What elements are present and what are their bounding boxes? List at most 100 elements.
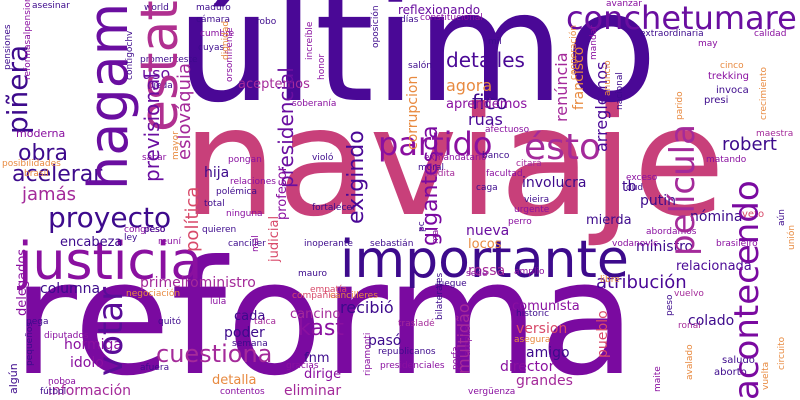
word-total: ninguna xyxy=(226,209,263,219)
word-ruas: ruas xyxy=(468,110,503,129)
word-votar: votar xyxy=(91,286,131,376)
word-republicanos: vergüenza xyxy=(468,387,516,397)
word-maduro: maduro xyxy=(196,3,231,13)
word-gracias: presidenciales xyxy=(380,361,445,371)
word-facultad: facultad xyxy=(486,169,523,179)
word-involucra: involucra xyxy=(522,175,587,191)
word-saludo: saludo xyxy=(722,355,755,366)
word-promenteste: reformasalpensiones xyxy=(23,0,33,80)
word-fico: fico xyxy=(472,90,508,114)
word-invitados: compañía xyxy=(292,291,337,301)
word-soberania: nacional xyxy=(615,72,625,110)
word-honor: cuyas xyxy=(198,43,225,53)
word-ripamonti: mal xyxy=(251,235,261,252)
word-brasileiro: maite xyxy=(653,366,663,392)
word-world: world xyxy=(144,3,169,13)
word-contigochv: pensiones xyxy=(3,24,13,70)
word-mierda: mierda xyxy=(586,213,632,228)
word-exmandatario: exmandatario xyxy=(424,153,487,163)
word-presi: presi xyxy=(704,95,729,106)
word-sacar: anuncio xyxy=(603,60,613,96)
word-nueva: nueva xyxy=(466,223,510,239)
word-peso: ley xyxy=(124,233,138,243)
word-reforma: reforma xyxy=(12,227,636,400)
word-judicial: judicial xyxy=(267,215,282,262)
word-cancino: cancino xyxy=(290,307,341,322)
word-camara: cámara xyxy=(196,15,230,25)
word-mauro: polémica xyxy=(216,187,257,197)
word-bilaterales: bilaterales xyxy=(435,272,445,320)
word-exceso: exceso xyxy=(626,173,658,183)
word-proyecto: proyecto xyxy=(48,201,172,234)
word-uso: uso xyxy=(142,64,171,83)
word-porfa: mal xyxy=(431,227,441,244)
word-inedita: citará xyxy=(516,159,542,169)
word-inoperante: sebastián xyxy=(370,239,414,249)
word-contentos: gracias xyxy=(286,361,319,371)
word-eliminar: eliminar xyxy=(284,383,342,399)
word-noboa: pequeños xyxy=(25,321,35,366)
word-casi: negociación xyxy=(126,289,181,299)
word-pelicula: película xyxy=(663,124,703,256)
word-amplio: amplio xyxy=(463,325,473,356)
word-reformasalpensiones: peso xyxy=(665,294,675,316)
word-rossa: rossa xyxy=(468,263,506,279)
word-ojeda: ojeda xyxy=(148,81,173,91)
word-robert: robert xyxy=(722,134,777,155)
word-fortalecer: inoperante xyxy=(304,239,353,249)
word-abordamos: brasileiro xyxy=(716,239,758,249)
word-dud: dud xyxy=(626,183,644,193)
word-pequenos: algún xyxy=(7,363,20,394)
word-maestra: maestra xyxy=(756,129,794,139)
word-parido: moral xyxy=(418,163,444,173)
word-compania: ripamonti xyxy=(363,332,373,376)
word-ultimo: último xyxy=(176,0,658,136)
word-hija: hija xyxy=(204,165,230,181)
word-perro: perro xyxy=(508,217,532,227)
word-presidenciales: afuera xyxy=(140,363,170,373)
word-locos: locos xyxy=(468,237,502,252)
word-matando: matando xyxy=(706,155,747,165)
word-poder: poder xyxy=(224,325,265,341)
word-mandar: mandar xyxy=(589,25,599,60)
word-reuni: canciller xyxy=(228,239,266,249)
word-maite: pongan xyxy=(228,155,262,165)
word-avanzar: avanzar xyxy=(606,0,642,9)
word-talca: semana xyxy=(232,339,268,349)
word-banco: banco xyxy=(482,151,510,161)
word-moderna: moderna xyxy=(16,127,66,140)
word-negociacion: circuito xyxy=(777,336,787,370)
word-atribucion: atribución xyxy=(596,272,687,293)
word-residente: mayor xyxy=(171,131,181,160)
word-profesor: profesor xyxy=(275,166,290,220)
word-extraordinaria: extraordinaria xyxy=(640,29,704,39)
word-sede: juegue xyxy=(436,279,467,289)
word-pensiones: peso xyxy=(144,225,166,235)
word-cuestiona: cuestiona xyxy=(156,340,273,368)
word-cooperacion: honor xyxy=(317,53,327,80)
word-idolo: idolo xyxy=(70,355,104,371)
word-paso: pasó xyxy=(368,333,402,349)
word-estatua: ésto xyxy=(524,127,602,168)
word-juegue: trasladé xyxy=(398,319,435,329)
word-posibilidades: parido xyxy=(675,91,685,120)
word-ministro: ministro xyxy=(636,239,694,255)
word-historic: asegura xyxy=(514,335,551,345)
word-aceptemos: aceptemos xyxy=(238,77,310,92)
word-mal: soberanía xyxy=(292,99,337,109)
word-vieira: vieira xyxy=(524,195,550,205)
word-colado: colado xyxy=(688,313,735,329)
word-relaciones: brasil xyxy=(24,169,49,179)
word-futbol: noboa xyxy=(48,377,76,387)
word-brasil: crecimiento xyxy=(759,67,769,120)
word-dias: días xyxy=(400,15,419,25)
word-avalado: violó xyxy=(312,153,334,163)
word-nomina: nómina xyxy=(690,209,743,225)
word-detalles: detalles xyxy=(446,48,525,72)
word-violo: posibilidades xyxy=(2,159,61,169)
word-afectuoso: afectuoso xyxy=(485,125,530,135)
word-amigo: amigo xyxy=(526,345,570,361)
word-version: version xyxy=(516,321,568,337)
word-vuelvo: libre xyxy=(600,275,620,285)
